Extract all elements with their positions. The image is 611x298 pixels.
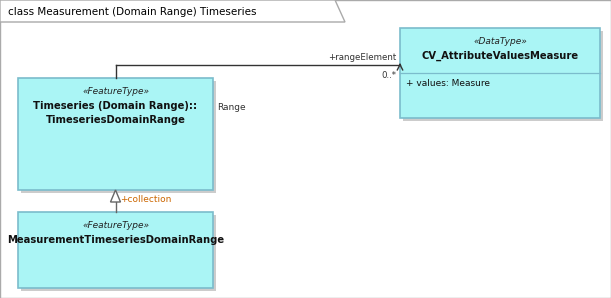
Text: +collection: +collection [120, 195, 172, 204]
Text: class Measurement (Domain Range) Timeseries: class Measurement (Domain Range) Timeser… [8, 7, 257, 17]
Text: «FeatureType»: «FeatureType» [82, 221, 149, 230]
Text: MeasurementTimeseriesDomainRange: MeasurementTimeseriesDomainRange [7, 235, 224, 245]
Polygon shape [111, 190, 120, 202]
Bar [18, 78, 213, 190]
Bar [21, 81, 216, 193]
Text: TimeseriesDomainRange: TimeseriesDomainRange [46, 115, 185, 125]
Bar [403, 31, 603, 121]
Text: «DataType»: «DataType» [473, 38, 527, 46]
Text: CV_AttributeValuesMeasure: CV_AttributeValuesMeasure [422, 51, 579, 61]
Polygon shape [0, 0, 345, 22]
Text: 0..*: 0..* [381, 71, 396, 80]
Text: + values: Measure: + values: Measure [406, 78, 490, 88]
Text: Range: Range [217, 103, 246, 113]
Text: +rangeElement: +rangeElement [327, 53, 396, 62]
Bar [400, 28, 600, 118]
Text: Timeseries (Domain Range)::: Timeseries (Domain Range):: [34, 101, 197, 111]
Text: «FeatureType»: «FeatureType» [82, 88, 149, 97]
Bar [21, 215, 216, 291]
Bar [18, 212, 213, 288]
